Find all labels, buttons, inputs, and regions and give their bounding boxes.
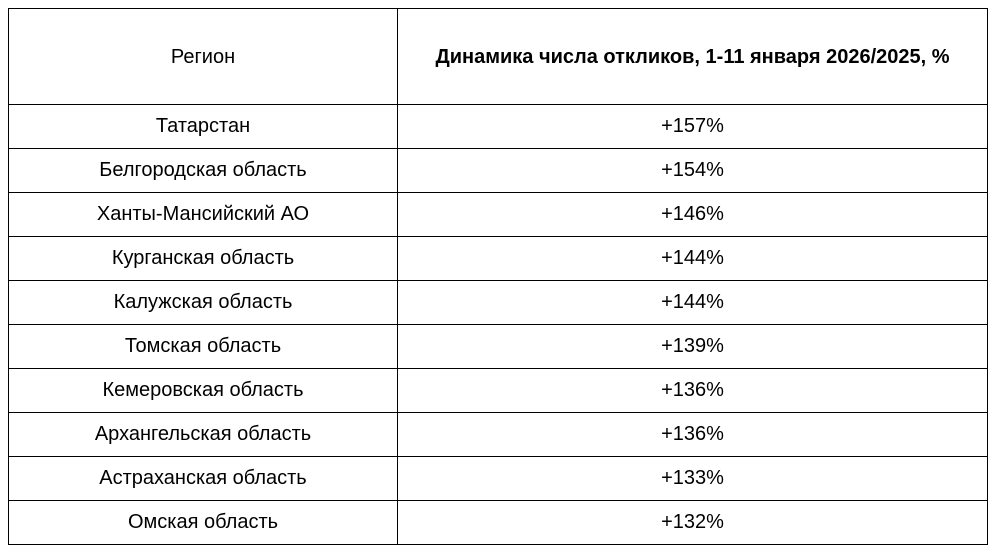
value-cell: +136% xyxy=(397,368,988,413)
region-cell: Томская область xyxy=(8,324,398,369)
table-row: Белгородская область +154% xyxy=(8,148,988,193)
region-cell: Омская область xyxy=(8,500,398,545)
table-row: Калужская область +144% xyxy=(8,280,988,325)
dynamics-column-header: Динамика числа откликов, 1-11 января 202… xyxy=(397,8,988,105)
value-cell: +157% xyxy=(397,104,988,149)
value-cell: +133% xyxy=(397,456,988,501)
header-row: Регион Динамика числа откликов, 1-11 янв… xyxy=(8,8,988,105)
region-cell: Калужская область xyxy=(8,280,398,325)
region-cell: Курганская область xyxy=(8,236,398,281)
value-cell: +139% xyxy=(397,324,988,369)
region-cell: Астраханская область xyxy=(8,456,398,501)
table-row: Татарстан +157% xyxy=(8,104,988,149)
regions-response-table: Регион Динамика числа откликов, 1-11 янв… xyxy=(8,8,988,545)
table-row: Астраханская область +133% xyxy=(8,456,988,501)
table-body: Татарстан +157% Белгородская область +15… xyxy=(8,104,988,545)
table-row: Ханты-Мансийский АО +146% xyxy=(8,192,988,237)
table-row: Омская область +132% xyxy=(8,500,988,545)
table-header: Регион Динамика числа откликов, 1-11 янв… xyxy=(8,8,988,105)
table-row: Томская область +139% xyxy=(8,324,988,369)
region-cell: Татарстан xyxy=(8,104,398,149)
region-column-header: Регион xyxy=(8,8,398,105)
region-cell: Кемеровская область xyxy=(8,368,398,413)
value-cell: +144% xyxy=(397,236,988,281)
value-cell: +146% xyxy=(397,192,988,237)
table-row: Архангельская область +136% xyxy=(8,412,988,457)
value-cell: +132% xyxy=(397,500,988,545)
value-cell: +144% xyxy=(397,280,988,325)
region-cell: Архангельская область xyxy=(8,412,398,457)
table-row: Кемеровская область +136% xyxy=(8,368,988,413)
value-cell: +136% xyxy=(397,412,988,457)
value-cell: +154% xyxy=(397,148,988,193)
table-row: Курганская область +144% xyxy=(8,236,988,281)
region-cell: Ханты-Мансийский АО xyxy=(8,192,398,237)
region-cell: Белгородская область xyxy=(8,148,398,193)
